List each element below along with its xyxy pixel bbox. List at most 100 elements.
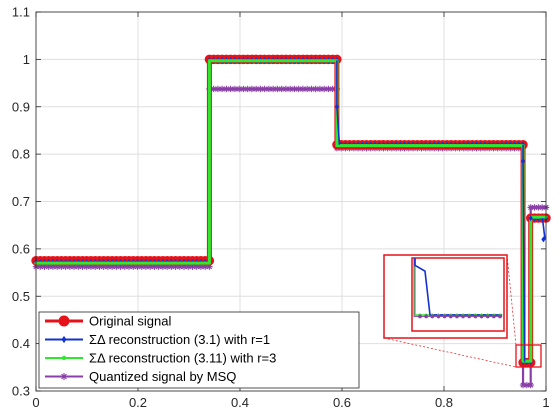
- series-point: [201, 263, 209, 270]
- x-axis-ticks: 0 0.2 0.4 0.6 0.8 1: [32, 12, 550, 410]
- series-point: [197, 263, 205, 270]
- legend-item: Original signal: [45, 314, 171, 329]
- series-point: [161, 261, 165, 265]
- series-point: [45, 263, 52, 270]
- series-point: [356, 144, 360, 148]
- series-point: [146, 263, 154, 270]
- series-point: [265, 85, 273, 93]
- series-point: [155, 263, 162, 270]
- series-point: [70, 263, 78, 270]
- series-point: [325, 85, 332, 93]
- legend-item: ΣΔ reconstruction (3.1) with r=1: [45, 332, 270, 347]
- x-tick-label: 0.2: [129, 395, 147, 410]
- series-point: [38, 261, 42, 265]
- series-point: [119, 261, 123, 265]
- series-point: [55, 261, 59, 265]
- series-point: [123, 261, 127, 265]
- series-point: [106, 261, 110, 265]
- series-line: [414, 258, 503, 316]
- series-point: [500, 144, 504, 148]
- series-point: [49, 263, 57, 270]
- series-point: [320, 85, 328, 93]
- series-point: [168, 263, 175, 270]
- series-point: [92, 263, 99, 270]
- series-point: [83, 263, 90, 270]
- series-point: [473, 314, 478, 319]
- series-point: [428, 144, 432, 148]
- series-point: [292, 59, 296, 63]
- series-point: [335, 144, 339, 148]
- series-point: [138, 263, 145, 270]
- x-tick-label: 0: [32, 395, 39, 410]
- series-point: [538, 204, 546, 211]
- series-point: [195, 261, 199, 265]
- y-tick-label: 0.8: [12, 147, 30, 162]
- series-point: [295, 85, 302, 93]
- series-point: [235, 85, 243, 93]
- series-point: [186, 261, 190, 265]
- legend-swatch-marker: [60, 372, 68, 381]
- series-layer: [31, 54, 551, 389]
- series-point: [134, 263, 141, 270]
- legend-item: Quantized signal by MSQ: [45, 369, 236, 384]
- series-point: [523, 381, 531, 389]
- series-point: [348, 144, 352, 148]
- y-tick-label: 0.6: [12, 241, 30, 256]
- series-point: [386, 144, 390, 148]
- zoom-region-box: [515, 344, 542, 368]
- series-point: [224, 59, 228, 63]
- series-point: [483, 144, 487, 148]
- series-point: [352, 144, 356, 148]
- series-point: [59, 261, 63, 265]
- series-point: [442, 314, 447, 319]
- series-point: [218, 85, 226, 93]
- series-point: [189, 263, 196, 270]
- legend-swatch-marker: [61, 335, 67, 344]
- series-point: [89, 261, 93, 265]
- series-point: [398, 144, 402, 148]
- series-point: [169, 261, 173, 265]
- series-blue-overshoot: [334, 60, 546, 362]
- series-point: [531, 204, 538, 211]
- series-point: [278, 85, 285, 93]
- y-tick-label: 0.5: [12, 289, 30, 304]
- series-point: [108, 263, 116, 270]
- series-point: [487, 144, 491, 148]
- series-point: [68, 261, 72, 265]
- series-point: [461, 314, 466, 319]
- series-point: [282, 85, 290, 93]
- series-point: [80, 261, 85, 265]
- inset-zoom: [383, 254, 542, 368]
- legend-swatch-marker: [61, 355, 67, 361]
- series-point: [125, 263, 133, 270]
- legend-label: Quantized signal by MSQ: [89, 369, 236, 384]
- series-point: [75, 263, 82, 270]
- series-point: [458, 144, 462, 148]
- series-point: [142, 263, 150, 270]
- series-point: [254, 59, 258, 63]
- series-point: [237, 59, 241, 63]
- series-point: [491, 144, 495, 148]
- series-point: [127, 261, 131, 265]
- zoom-connector-line: [506, 254, 517, 346]
- series-point: [360, 144, 364, 148]
- series-point: [369, 144, 373, 148]
- series-point: [64, 261, 68, 265]
- series-point: [258, 59, 262, 63]
- series-point: [114, 261, 118, 265]
- series-point: [216, 59, 220, 63]
- series-point: [87, 263, 95, 270]
- series-line: [522, 144, 526, 362]
- series-point: [180, 263, 188, 270]
- series-point: [291, 85, 298, 93]
- series-point: [227, 85, 234, 93]
- series-point: [288, 59, 292, 63]
- series-point: [331, 59, 335, 63]
- series-point: [261, 85, 268, 93]
- y-tick-label: 1: [23, 52, 30, 67]
- series-point: [210, 85, 217, 93]
- series-point: [301, 59, 305, 63]
- series-point: [159, 263, 167, 270]
- series-line: [541, 217, 546, 240]
- series-point: [504, 144, 508, 148]
